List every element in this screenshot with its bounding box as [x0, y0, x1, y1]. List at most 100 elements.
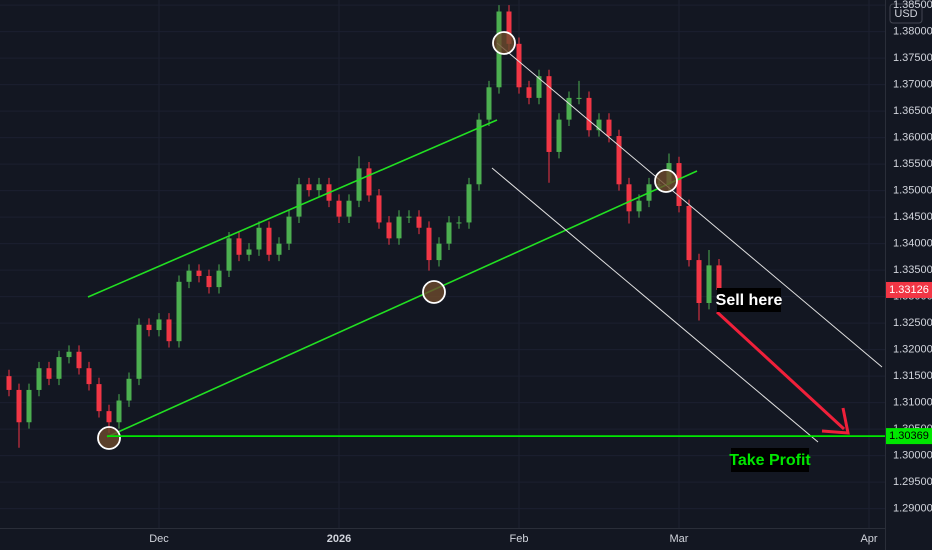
candle-body: [586, 97, 592, 131]
candle-body: [106, 411, 112, 423]
y-tick-label: 1.29000: [893, 503, 932, 515]
candle-body: [116, 400, 122, 423]
candle-body: [216, 270, 222, 288]
touch-circle: [97, 426, 121, 450]
y-tick-label: 1.34500: [893, 211, 932, 223]
candle-body: [616, 136, 622, 185]
candle-body: [556, 119, 562, 152]
y-tick-label: 1.35500: [893, 158, 932, 170]
y-tick-label: 1.32000: [893, 344, 932, 356]
candle-body: [366, 168, 372, 196]
channel-lower: [106, 170, 698, 438]
candle-body: [46, 368, 52, 379]
y-tick-label: 1.34000: [893, 238, 932, 250]
candle-body: [296, 184, 302, 217]
candle-body: [196, 270, 202, 276]
candle-body: [356, 168, 362, 201]
candle-body: [66, 351, 72, 358]
take-profit-box: [731, 448, 809, 472]
candle-body: [306, 184, 312, 191]
candle-body: [56, 357, 62, 379]
candle-body: [476, 119, 482, 185]
sell-note: Sell here: [716, 292, 783, 309]
arrow-head: [821, 407, 850, 435]
down-channel-lower: [491, 167, 819, 443]
candle-body: [416, 216, 422, 228]
candle-body: [146, 324, 152, 331]
y-tick-label: 1.35000: [893, 185, 932, 197]
candle-body: [256, 227, 262, 250]
arrow-shaft: [715, 310, 846, 431]
down-channel-upper: [496, 42, 883, 368]
candle-body: [576, 97, 582, 99]
plot: [0, 0, 885, 528]
candle-body: [276, 243, 282, 255]
candle-body: [456, 222, 462, 224]
candle-body: [506, 11, 512, 44]
candle-body: [446, 222, 452, 244]
candle-body: [176, 281, 182, 342]
candle-body: [286, 216, 292, 244]
sell-arrow: [715, 310, 850, 435]
last-price: 1.33126: [889, 284, 929, 296]
candle-body: [386, 222, 392, 239]
candle-body: [166, 319, 172, 342]
y-tick-label: 1.36500: [893, 105, 932, 117]
candle-body: [606, 119, 612, 137]
touch-circle: [492, 31, 516, 55]
candle-body: [236, 238, 242, 255]
y-tick-label: 1.36000: [893, 132, 932, 144]
last-price-box: [886, 281, 932, 298]
candle-body: [36, 368, 42, 390]
candle-body: [156, 319, 162, 331]
candle-body: [6, 376, 12, 390]
candle-body: [526, 87, 532, 98]
candle-body: [336, 200, 342, 217]
y-tick-label: 1.31500: [893, 370, 932, 382]
y-tick-label: 1.37000: [893, 79, 932, 91]
x-tick-label: Mar: [670, 533, 689, 545]
x-tick-label: Dec: [149, 533, 169, 545]
sell-note-box: [717, 288, 781, 312]
candle-body: [346, 200, 352, 217]
candle-body: [436, 243, 442, 261]
y-tick-label: 1.38000: [893, 26, 932, 38]
take-profit-note: Take Profit: [729, 452, 811, 469]
currency-box: [889, 3, 923, 24]
candle-body: [406, 216, 412, 218]
candle-body: [716, 265, 722, 290]
y-tick-label: 1.33500: [893, 264, 932, 276]
candle-body: [96, 384, 102, 412]
candle-body: [136, 324, 142, 379]
x-tick-label: Apr: [860, 533, 877, 545]
candle-body: [126, 378, 132, 401]
candle-body: [16, 389, 22, 423]
candle-body: [546, 76, 552, 152]
currency: USD: [894, 8, 917, 20]
y-tick-label: 1.32500: [893, 317, 932, 329]
candle-body: [76, 351, 82, 369]
y-tick-label: 1.30000: [893, 450, 932, 462]
candle-body: [86, 368, 92, 385]
candle-body: [226, 238, 232, 271]
y-tick-label: 1.37500: [893, 52, 932, 64]
candle-body: [316, 184, 322, 191]
x-tick-label: Feb: [510, 533, 529, 545]
take-profit-price: 1.30369: [889, 430, 929, 442]
candle-body: [636, 200, 642, 212]
candle-body: [376, 195, 382, 223]
candle-body: [696, 260, 702, 304]
candle-body: [566, 97, 572, 120]
candle-body: [676, 163, 682, 207]
channel-upper: [87, 119, 498, 298]
candle-body: [396, 216, 402, 239]
candle-body: [536, 76, 542, 98]
candle-body: [266, 227, 272, 255]
candle-body: [706, 265, 712, 304]
touch-points: [97, 31, 678, 450]
x-tick-label: 2026: [327, 533, 351, 545]
candle-body: [186, 270, 192, 282]
candle-body: [26, 389, 32, 423]
candle-body: [246, 249, 252, 255]
